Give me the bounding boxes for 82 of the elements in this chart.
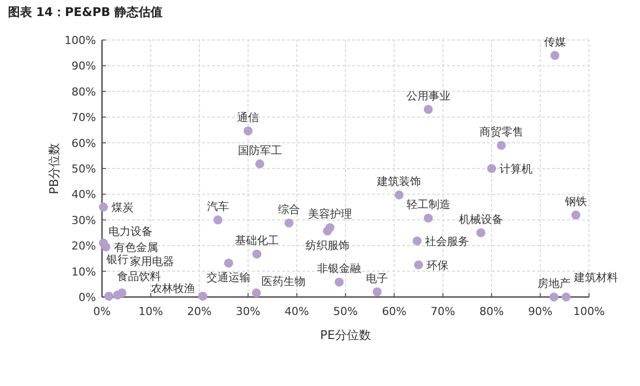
chart-title: 图表 14：PE&PB 静态估值 [8,5,162,19]
annotation: 汽车 [206,200,229,213]
annotation: 有色金属 [114,240,158,254]
annotation: 计算机 [500,162,533,176]
point [213,215,222,224]
point [550,50,560,60]
y-tick-label: 20% [72,240,96,253]
annotation: 建筑装饰 [376,174,422,188]
x-tick-label: 20% [187,305,212,318]
point [424,104,433,114]
annotation: 基础化工 [234,234,279,248]
point [98,202,108,212]
point [284,218,294,228]
y-tick-label: 0% [78,291,96,304]
y-tick-label: 40% [72,188,96,202]
x-axis-title: PE分位数 [320,328,371,342]
point [224,258,234,268]
point [496,140,506,150]
point [198,292,208,301]
x-tick-label: 60% [382,305,406,318]
y-tick-label: 100% [64,34,96,47]
annotation: 综合 [278,202,300,216]
annotation: 医药生物 [261,274,306,288]
y-tick-label: 50% [72,162,96,176]
annotation: 社会服务 [425,234,470,248]
point [412,236,422,246]
annotation: 纺织服饰 [305,238,350,252]
point [101,242,110,252]
annotation: 煤炭 [111,201,134,214]
point [244,126,253,136]
y-tick-label: 80% [72,85,96,98]
annotation: 非银金融 [317,262,362,276]
annotation: 电子 [366,272,388,285]
annotation: 建筑材料 [573,271,618,284]
point [325,223,334,232]
y-tick-label: 10% [72,265,96,278]
annotation: 钢铁 [564,195,587,208]
annotation: 美容护理 [308,208,352,221]
x-tick-label: 50% [333,305,358,318]
x-tick-label: 80% [479,305,504,318]
y-tick-label: 30% [72,214,96,227]
point [424,214,433,223]
annotation: 农林牧渔 [150,282,195,296]
y-tick-label: 70% [72,111,96,124]
annotation: 通信 [237,110,260,124]
annotation: 商贸零售 [479,125,524,138]
point [394,190,404,200]
point [334,278,344,287]
annotation: 银行 [106,252,129,266]
annotation: 电力设备 [108,225,152,238]
point [549,292,558,302]
x-tick-label: 10% [138,305,163,318]
annotation: 环保 [426,258,449,272]
x-tick-label: 40% [284,305,310,318]
point [255,159,264,168]
annotation: 家用电器 [130,254,174,268]
annotation: 轻工制造 [406,198,450,212]
point [571,210,580,220]
point [252,250,262,259]
annotation: 国防军工 [238,144,282,157]
annotation: 食品饮料 [116,270,161,284]
point [372,287,382,296]
x-tick-label: 90% [528,305,553,318]
annotation: 交通运输 [206,271,251,284]
x-tick-label: 30% [236,305,260,318]
point [104,292,114,301]
y-tick-label: 60% [72,136,96,150]
point [487,164,496,173]
point [252,288,261,298]
y-axis-title: PB分位数 [47,142,61,194]
x-tick-label: 0% [93,305,111,318]
annotation: 机械设备 [458,212,503,226]
point [117,288,126,298]
annotation: 公用事业 [406,89,450,102]
point [562,292,571,302]
x-tick-label: 70% [430,305,456,318]
point [414,260,424,270]
annotation: 传媒 [544,35,566,48]
x-tick-label: 100% [573,305,605,318]
annotation: 房地产 [537,277,570,290]
point [476,228,486,238]
y-tick-label: 90% [72,60,96,73]
